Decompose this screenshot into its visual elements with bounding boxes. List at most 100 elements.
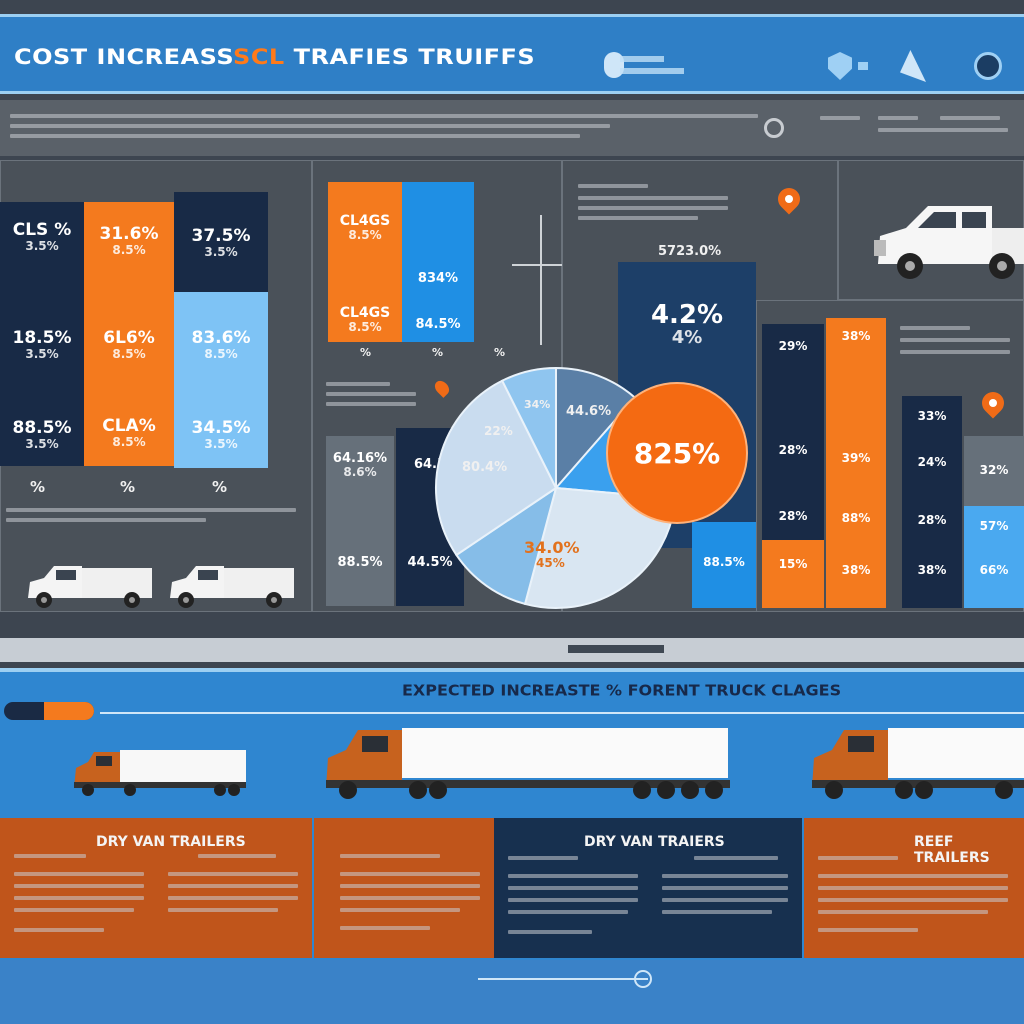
intro-text-line bbox=[940, 116, 1000, 120]
pie-label: 22% bbox=[484, 424, 513, 438]
card-reef: REEF TRAILERS bbox=[804, 818, 1024, 958]
text-line bbox=[900, 350, 1010, 354]
intro-text-line bbox=[10, 124, 610, 128]
bar-label: 88% bbox=[841, 511, 871, 525]
footer-icon bbox=[634, 970, 652, 988]
bar-label: 84.5% bbox=[415, 317, 461, 332]
bar-top-label: 5723.0% bbox=[658, 244, 722, 259]
right-lblue-bar bbox=[964, 506, 1024, 608]
bar-label: 834% bbox=[417, 271, 459, 286]
intro-text-line bbox=[10, 134, 580, 138]
bar-label: 33% bbox=[917, 409, 947, 423]
text-line bbox=[340, 896, 480, 900]
right-navy-bar-2 bbox=[902, 396, 962, 608]
bar-label: 38% bbox=[917, 563, 947, 577]
text-line bbox=[168, 896, 298, 900]
stack-bar-3-bottom bbox=[174, 292, 268, 468]
text-line bbox=[662, 898, 788, 902]
location-pin-icon bbox=[977, 387, 1009, 420]
right-orange-tall bbox=[826, 318, 886, 608]
text-line bbox=[578, 216, 698, 220]
text-line bbox=[508, 930, 592, 934]
text-line bbox=[818, 910, 988, 914]
header-bar bbox=[0, 14, 1024, 94]
center-bottom-bar-1 bbox=[326, 436, 394, 606]
right-blue-bar bbox=[692, 522, 756, 608]
bar-label: 64.16% 8.6% bbox=[332, 451, 388, 479]
text-line bbox=[198, 854, 276, 858]
pie-label: 44.6% bbox=[566, 404, 612, 419]
highlight-circle: 825% bbox=[606, 382, 748, 524]
pie-label: 80.4% bbox=[462, 460, 508, 475]
bar-label: CLA% 8.5% bbox=[102, 416, 156, 449]
section-subtitle: EXPECTED INCREASTE % FORENT TRUCK CLAGES bbox=[402, 681, 842, 700]
text-line bbox=[508, 856, 578, 860]
text-line bbox=[818, 874, 1008, 878]
location-pin-icon bbox=[773, 183, 805, 216]
bar-label: 57% bbox=[979, 519, 1009, 533]
pie-slice bbox=[500, 366, 557, 489]
text-line bbox=[340, 854, 440, 858]
highlight-value: 825% bbox=[633, 436, 721, 470]
bar-label: CLS % 3.5% bbox=[12, 220, 72, 253]
section-rule bbox=[100, 712, 1024, 714]
pie-label: 45% bbox=[536, 556, 565, 570]
divider-mark bbox=[568, 645, 664, 653]
text-line bbox=[168, 872, 298, 876]
stack-bar-3-top bbox=[174, 192, 268, 292]
bar-label: 37.5% 3.5% bbox=[191, 226, 251, 259]
text-line bbox=[508, 910, 628, 914]
bar-label: 83.6% 8.5% bbox=[191, 328, 251, 361]
bar-label: 32% bbox=[979, 463, 1009, 477]
text-line bbox=[662, 886, 788, 890]
semi-truck-icon bbox=[812, 728, 1024, 799]
text-line bbox=[578, 196, 728, 200]
bar-label: 18.5% 3.5% bbox=[12, 328, 72, 361]
text-line bbox=[6, 518, 206, 522]
text-line bbox=[340, 884, 480, 888]
text-line bbox=[326, 382, 390, 386]
text-line bbox=[340, 926, 430, 930]
intro-band bbox=[0, 100, 1024, 156]
pickup-truck-icon bbox=[170, 566, 294, 608]
text-line bbox=[326, 402, 416, 406]
pie-label: 34.0% bbox=[524, 538, 580, 557]
text-line bbox=[508, 898, 638, 902]
semi-truck-icon bbox=[326, 728, 730, 799]
text-line bbox=[14, 872, 144, 876]
axis-label: % bbox=[30, 478, 46, 496]
bar-label: 28% bbox=[917, 513, 947, 527]
bar-label: 88.5% bbox=[703, 555, 745, 569]
text-line bbox=[14, 928, 104, 932]
bar-label: 29% bbox=[778, 339, 808, 353]
divider-stripe bbox=[0, 638, 1024, 662]
text-line bbox=[900, 338, 1010, 342]
text-line bbox=[14, 854, 86, 858]
header-text-line bbox=[620, 56, 664, 62]
text-line bbox=[508, 874, 638, 878]
text-line bbox=[326, 392, 416, 396]
stack-bar-2 bbox=[84, 202, 174, 466]
center-bar-1 bbox=[328, 182, 402, 342]
connector-line bbox=[540, 215, 542, 345]
clock-icon bbox=[764, 118, 784, 138]
text-line bbox=[662, 874, 788, 878]
header-text-line bbox=[620, 68, 684, 74]
text-line bbox=[818, 856, 898, 860]
text-line bbox=[578, 206, 728, 210]
bar-label: 28% bbox=[778, 443, 808, 457]
intro-text-line bbox=[878, 116, 918, 120]
title-highlight: SCL bbox=[233, 44, 285, 70]
card-middle bbox=[314, 818, 494, 958]
footer-rule bbox=[478, 978, 648, 980]
text-line bbox=[818, 898, 1008, 902]
bar-label: 38% bbox=[841, 563, 871, 577]
card-dry-van-2: DRY VAN TRAIERS bbox=[494, 818, 802, 958]
info-icon bbox=[604, 52, 624, 78]
bar-label: 31.6% 8.5% bbox=[99, 224, 159, 257]
card-title: DRY VAN TRAILERS bbox=[96, 834, 246, 850]
globe-icon bbox=[974, 52, 1002, 80]
axis-label: % bbox=[120, 478, 136, 496]
text-line bbox=[818, 928, 918, 932]
text-line bbox=[340, 908, 460, 912]
